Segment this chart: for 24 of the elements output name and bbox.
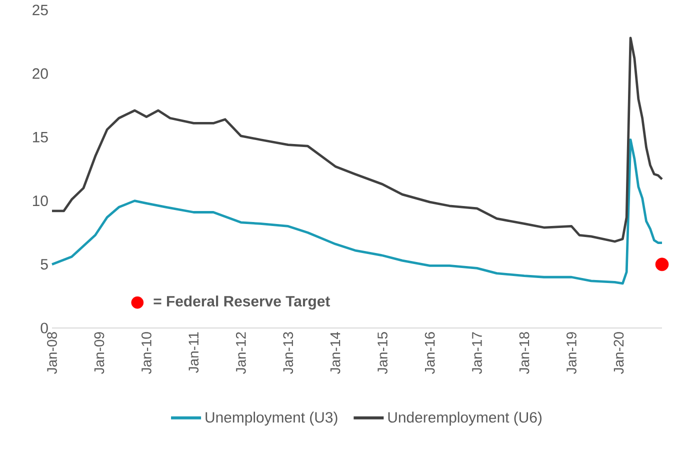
legend-label: = Federal Reserve Target <box>154 296 330 310</box>
x-tick-label: Jan-11 <box>188 332 199 373</box>
x-tick-label: Jan-18 <box>519 332 530 374</box>
x-tick-label: Jan-10 <box>142 332 152 374</box>
x-tick-label: Jan-19 <box>566 332 576 374</box>
x-tick-label: Jan-16 <box>424 332 435 374</box>
x-tick-label: Jan-09 <box>94 332 104 374</box>
legend-label: Unemployment (U3) <box>206 412 338 426</box>
legend-label: Underemployment (U6) <box>388 412 542 426</box>
y-tick-label: 0 <box>40 322 48 334</box>
x-tick-label: Jan-17 <box>472 332 482 374</box>
y-tick-label: 5 <box>40 259 48 270</box>
y-tick-label: 10 <box>33 196 48 206</box>
x-tick-label: Jan-15 <box>378 332 388 374</box>
x-tick-label: Jan-20 <box>614 332 624 374</box>
y-tick-label: 25 <box>32 4 48 16</box>
x-tick-label: Jan-14 <box>330 332 340 374</box>
line-series <box>50 138 664 285</box>
y-tick-label: 20 <box>32 68 48 79</box>
x-tick-label: Jan-08 <box>47 332 57 374</box>
line-series <box>50 36 664 243</box>
x-tick-label: Jan-13 <box>283 332 294 374</box>
x-tick-label: Jan-12 <box>236 332 246 374</box>
y-tick-label: 15 <box>33 132 48 142</box>
